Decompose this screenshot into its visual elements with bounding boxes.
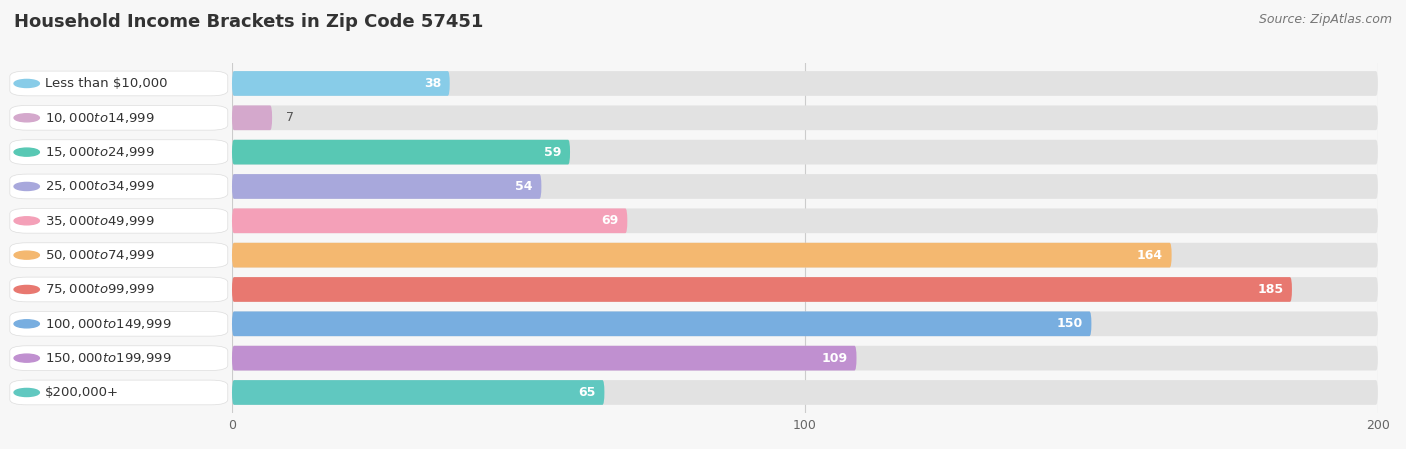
Text: 164: 164 bbox=[1137, 249, 1163, 262]
FancyBboxPatch shape bbox=[232, 106, 273, 130]
Text: $25,000 to $34,999: $25,000 to $34,999 bbox=[45, 180, 155, 194]
Text: $15,000 to $24,999: $15,000 to $24,999 bbox=[45, 145, 155, 159]
FancyBboxPatch shape bbox=[232, 174, 1378, 199]
Text: 185: 185 bbox=[1257, 283, 1284, 296]
Text: $10,000 to $14,999: $10,000 to $14,999 bbox=[45, 111, 155, 125]
FancyBboxPatch shape bbox=[232, 71, 1378, 96]
FancyBboxPatch shape bbox=[232, 380, 1378, 405]
Text: Less than $10,000: Less than $10,000 bbox=[45, 77, 167, 90]
Text: $50,000 to $74,999: $50,000 to $74,999 bbox=[45, 248, 155, 262]
Text: Source: ZipAtlas.com: Source: ZipAtlas.com bbox=[1258, 13, 1392, 26]
Text: $75,000 to $99,999: $75,000 to $99,999 bbox=[45, 282, 155, 296]
FancyBboxPatch shape bbox=[232, 346, 1378, 370]
FancyBboxPatch shape bbox=[232, 312, 1091, 336]
Text: 38: 38 bbox=[423, 77, 441, 90]
FancyBboxPatch shape bbox=[232, 380, 605, 405]
Text: 54: 54 bbox=[515, 180, 533, 193]
FancyBboxPatch shape bbox=[232, 312, 1378, 336]
FancyBboxPatch shape bbox=[232, 277, 1292, 302]
Text: 65: 65 bbox=[578, 386, 596, 399]
FancyBboxPatch shape bbox=[232, 243, 1171, 268]
FancyBboxPatch shape bbox=[232, 106, 1378, 130]
FancyBboxPatch shape bbox=[232, 277, 1378, 302]
FancyBboxPatch shape bbox=[232, 243, 1378, 268]
FancyBboxPatch shape bbox=[232, 174, 541, 199]
Text: Household Income Brackets in Zip Code 57451: Household Income Brackets in Zip Code 57… bbox=[14, 13, 484, 31]
Text: 59: 59 bbox=[544, 145, 561, 158]
Text: $150,000 to $199,999: $150,000 to $199,999 bbox=[45, 351, 172, 365]
Text: $100,000 to $149,999: $100,000 to $149,999 bbox=[45, 317, 172, 331]
Text: $35,000 to $49,999: $35,000 to $49,999 bbox=[45, 214, 155, 228]
FancyBboxPatch shape bbox=[232, 140, 1378, 164]
FancyBboxPatch shape bbox=[232, 71, 450, 96]
FancyBboxPatch shape bbox=[232, 208, 627, 233]
Text: 150: 150 bbox=[1056, 317, 1083, 330]
Text: 109: 109 bbox=[821, 352, 848, 365]
Text: 7: 7 bbox=[287, 111, 294, 124]
FancyBboxPatch shape bbox=[232, 140, 569, 164]
FancyBboxPatch shape bbox=[232, 208, 1378, 233]
Text: 69: 69 bbox=[602, 214, 619, 227]
FancyBboxPatch shape bbox=[232, 346, 856, 370]
Text: $200,000+: $200,000+ bbox=[45, 386, 120, 399]
